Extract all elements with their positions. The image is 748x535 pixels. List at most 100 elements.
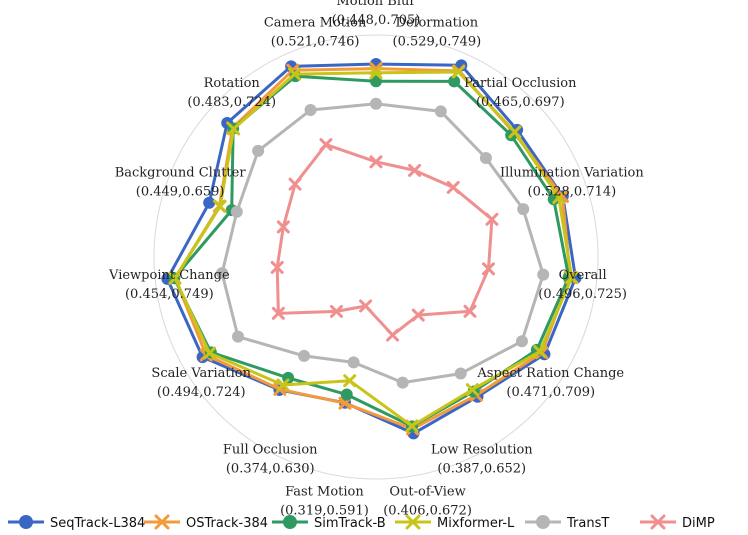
axis-label-name: Viewpoint Change: [108, 268, 230, 283]
data-point: [448, 75, 461, 88]
data-point: [270, 260, 284, 274]
data-point: [405, 419, 419, 433]
legend-label: TransT: [566, 516, 609, 531]
legend-item: SeqTrack-L384: [8, 515, 145, 531]
axis-label: Motion Blur (0.448,0.705): [332, 0, 421, 28]
axis-label-range: (0.496,0.725): [538, 287, 627, 302]
data-point: [359, 299, 373, 313]
axis-label-name: Aspect Ration Change: [476, 366, 624, 381]
series-seqtrack-l384: [161, 58, 582, 440]
legend-item: TransT: [525, 515, 609, 531]
series-line: [165, 62, 577, 435]
data-point: [298, 349, 311, 362]
radar-grid: [153, 34, 599, 480]
legend-label: SeqTrack-L384: [50, 516, 145, 531]
legend-marker: [283, 515, 297, 529]
axis-label: Fast Motion (0.319,0.591): [280, 485, 369, 519]
data-point: [537, 268, 550, 281]
axis-label-name: Deformation: [396, 15, 479, 30]
legend-item: OSTrack-384: [144, 514, 268, 531]
axis-label-range: (0.374,0.630): [226, 462, 315, 477]
legend-marker: [650, 514, 666, 530]
axis-label: Camera Motion (0.521,0.746): [264, 15, 367, 49]
legend-item: DiMP: [640, 514, 715, 531]
data-point: [276, 220, 290, 234]
axis-label-range: (0.406,0.672): [383, 504, 472, 519]
data-point: [465, 383, 479, 397]
data-point: [304, 104, 317, 117]
series-line: [275, 143, 494, 337]
axis-label-range: (0.387,0.652): [437, 462, 526, 477]
axis-label: Illumination Variation (0.528,0.714): [500, 165, 644, 199]
axis-label: Deformation (0.529,0.749): [393, 15, 482, 49]
legend-label: OSTrack-384: [186, 516, 268, 531]
data-point: [565, 271, 579, 285]
data-point: [319, 138, 333, 152]
axis-labels: Motion Blur (0.448,0.705)Deformation (0.52…: [108, 0, 644, 519]
axis-label-range: (0.483,0.724): [187, 95, 276, 110]
series-line: [220, 102, 545, 385]
data-point: [329, 304, 343, 318]
legend-marker: [536, 515, 550, 529]
data-point: [340, 388, 353, 401]
data-point: [552, 191, 566, 205]
data-point: [463, 304, 477, 318]
axis-label: Aspect Ration Change (0.471,0.709): [476, 366, 624, 400]
axis-label-range: (0.494,0.724): [157, 385, 246, 400]
data-point: [168, 271, 182, 285]
series-line: [172, 74, 571, 428]
axis-label-range: (0.449,0.659): [136, 184, 225, 199]
data-point: [276, 378, 290, 392]
data-point: [434, 105, 447, 118]
data-point: [408, 163, 422, 177]
axis-label-name: Motion Blur: [336, 0, 416, 9]
data-point: [230, 205, 243, 218]
axis-label-range: (0.528,0.714): [528, 184, 617, 199]
data-point: [343, 374, 357, 388]
series-line: [173, 70, 574, 428]
outer-ring: [153, 34, 599, 480]
axis-label-name: Low Resolution: [431, 443, 533, 458]
legend-label: DiMP: [682, 516, 715, 531]
axis-label-name: Rotation: [204, 76, 261, 91]
axis-label-name: Overall: [559, 268, 607, 283]
axis-label: Scale Variation (0.494,0.724): [151, 366, 251, 400]
axis-label: Out-of-View (0.406,0.672): [383, 485, 472, 519]
legend-marker: [154, 514, 170, 530]
axis-label: Partial Occlusion (0.465,0.697): [464, 76, 577, 110]
data-point: [533, 345, 547, 359]
series-transt: [216, 97, 550, 389]
data-point: [411, 308, 425, 322]
axis-label-range: (0.465,0.697): [476, 95, 565, 110]
axis-label-range: (0.448,0.705): [332, 13, 421, 28]
axis-label-range: (0.529,0.749): [393, 34, 482, 49]
data-point: [288, 177, 302, 191]
series-dimp: [270, 138, 499, 342]
axis-label: Rotation (0.483,0.724): [187, 76, 276, 110]
legend-item: SimTrack-B: [272, 515, 386, 531]
axis-label-range: (0.319,0.591): [280, 504, 369, 519]
axis-label: Background Clutter (0.449,0.659): [115, 165, 247, 199]
axis-label-name: Out-of-View: [389, 485, 465, 500]
data-point: [288, 67, 302, 81]
legend-label: Mixformer-L: [437, 516, 515, 531]
axis-label: Overall (0.496,0.725): [538, 268, 627, 302]
data-point: [203, 196, 216, 209]
axis-label: Low Resolution (0.387,0.652): [431, 443, 533, 477]
radar-series: [161, 58, 582, 440]
data-point: [386, 328, 400, 342]
axis-label-range: (0.471,0.709): [506, 385, 595, 400]
data-point: [508, 125, 522, 139]
data-point: [347, 356, 360, 369]
data-point: [396, 376, 409, 389]
legend-marker: [405, 514, 421, 530]
data-point: [479, 152, 492, 165]
data-point: [369, 66, 383, 80]
axis-label-name: Partial Occlusion: [464, 76, 577, 91]
data-point: [446, 180, 460, 194]
data-point: [271, 306, 285, 320]
data-point: [227, 122, 241, 136]
data-point: [203, 346, 217, 360]
data-point: [252, 144, 265, 157]
